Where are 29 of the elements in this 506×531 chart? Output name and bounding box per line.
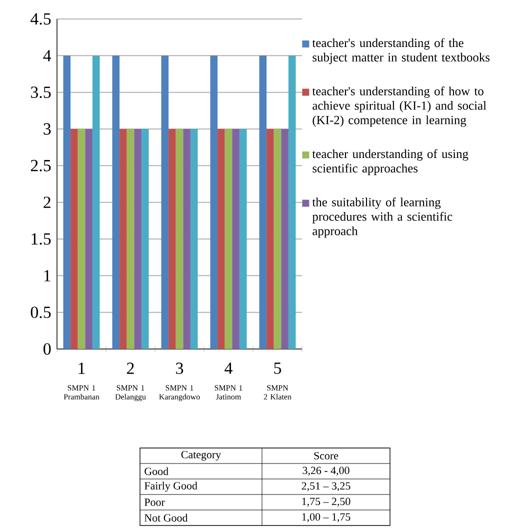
text: Score (314, 452, 338, 460)
legend-label: teacher's understanding of the subject matter in student textbooks (312, 38, 490, 64)
x-tick-label: 4 (224, 362, 232, 374)
y-tick-label: 2.5 (30, 160, 51, 172)
legend-label: the suitability of learning procedures with a scientific approach (312, 197, 452, 238)
text: Poor (144, 498, 165, 506)
x-tick-label: 2 (127, 362, 134, 374)
y-tick-label: 4.5 (30, 13, 51, 25)
y-tick-label: 3.5 (30, 86, 51, 98)
y-tick-label: 3 (44, 123, 51, 135)
x-tick-label: 5 (274, 362, 282, 374)
y-tick-label: 0.5 (30, 306, 51, 318)
y-tick-label: 4 (43, 50, 52, 62)
y-tick-label: 2 (44, 196, 50, 208)
text: Category (181, 450, 222, 461)
y-tick-label: 1 (44, 270, 50, 282)
text: 2,51 – 3,25 (302, 482, 350, 492)
text: Fairly Good (144, 482, 198, 492)
y-tick-label: 0 (44, 343, 51, 355)
x-tick-label: 3 (176, 362, 184, 374)
text: Good (144, 467, 168, 476)
text: 1,00 – 1,75 (302, 513, 350, 522)
text: 3,26 - 4,00 (302, 466, 350, 476)
text: Not Good (144, 514, 188, 522)
legend-label: teacher's understanding of how to achieve spiritual (KI-1) and social (KI-2) competence in learning (312, 86, 486, 127)
x-tick-label: 1 (78, 362, 85, 374)
legend-label: teacher understanding of using scientific approaches (312, 149, 468, 176)
y-tick-label: 1.5 (32, 233, 51, 245)
text: 1,75 – 2,50 (302, 498, 350, 507)
